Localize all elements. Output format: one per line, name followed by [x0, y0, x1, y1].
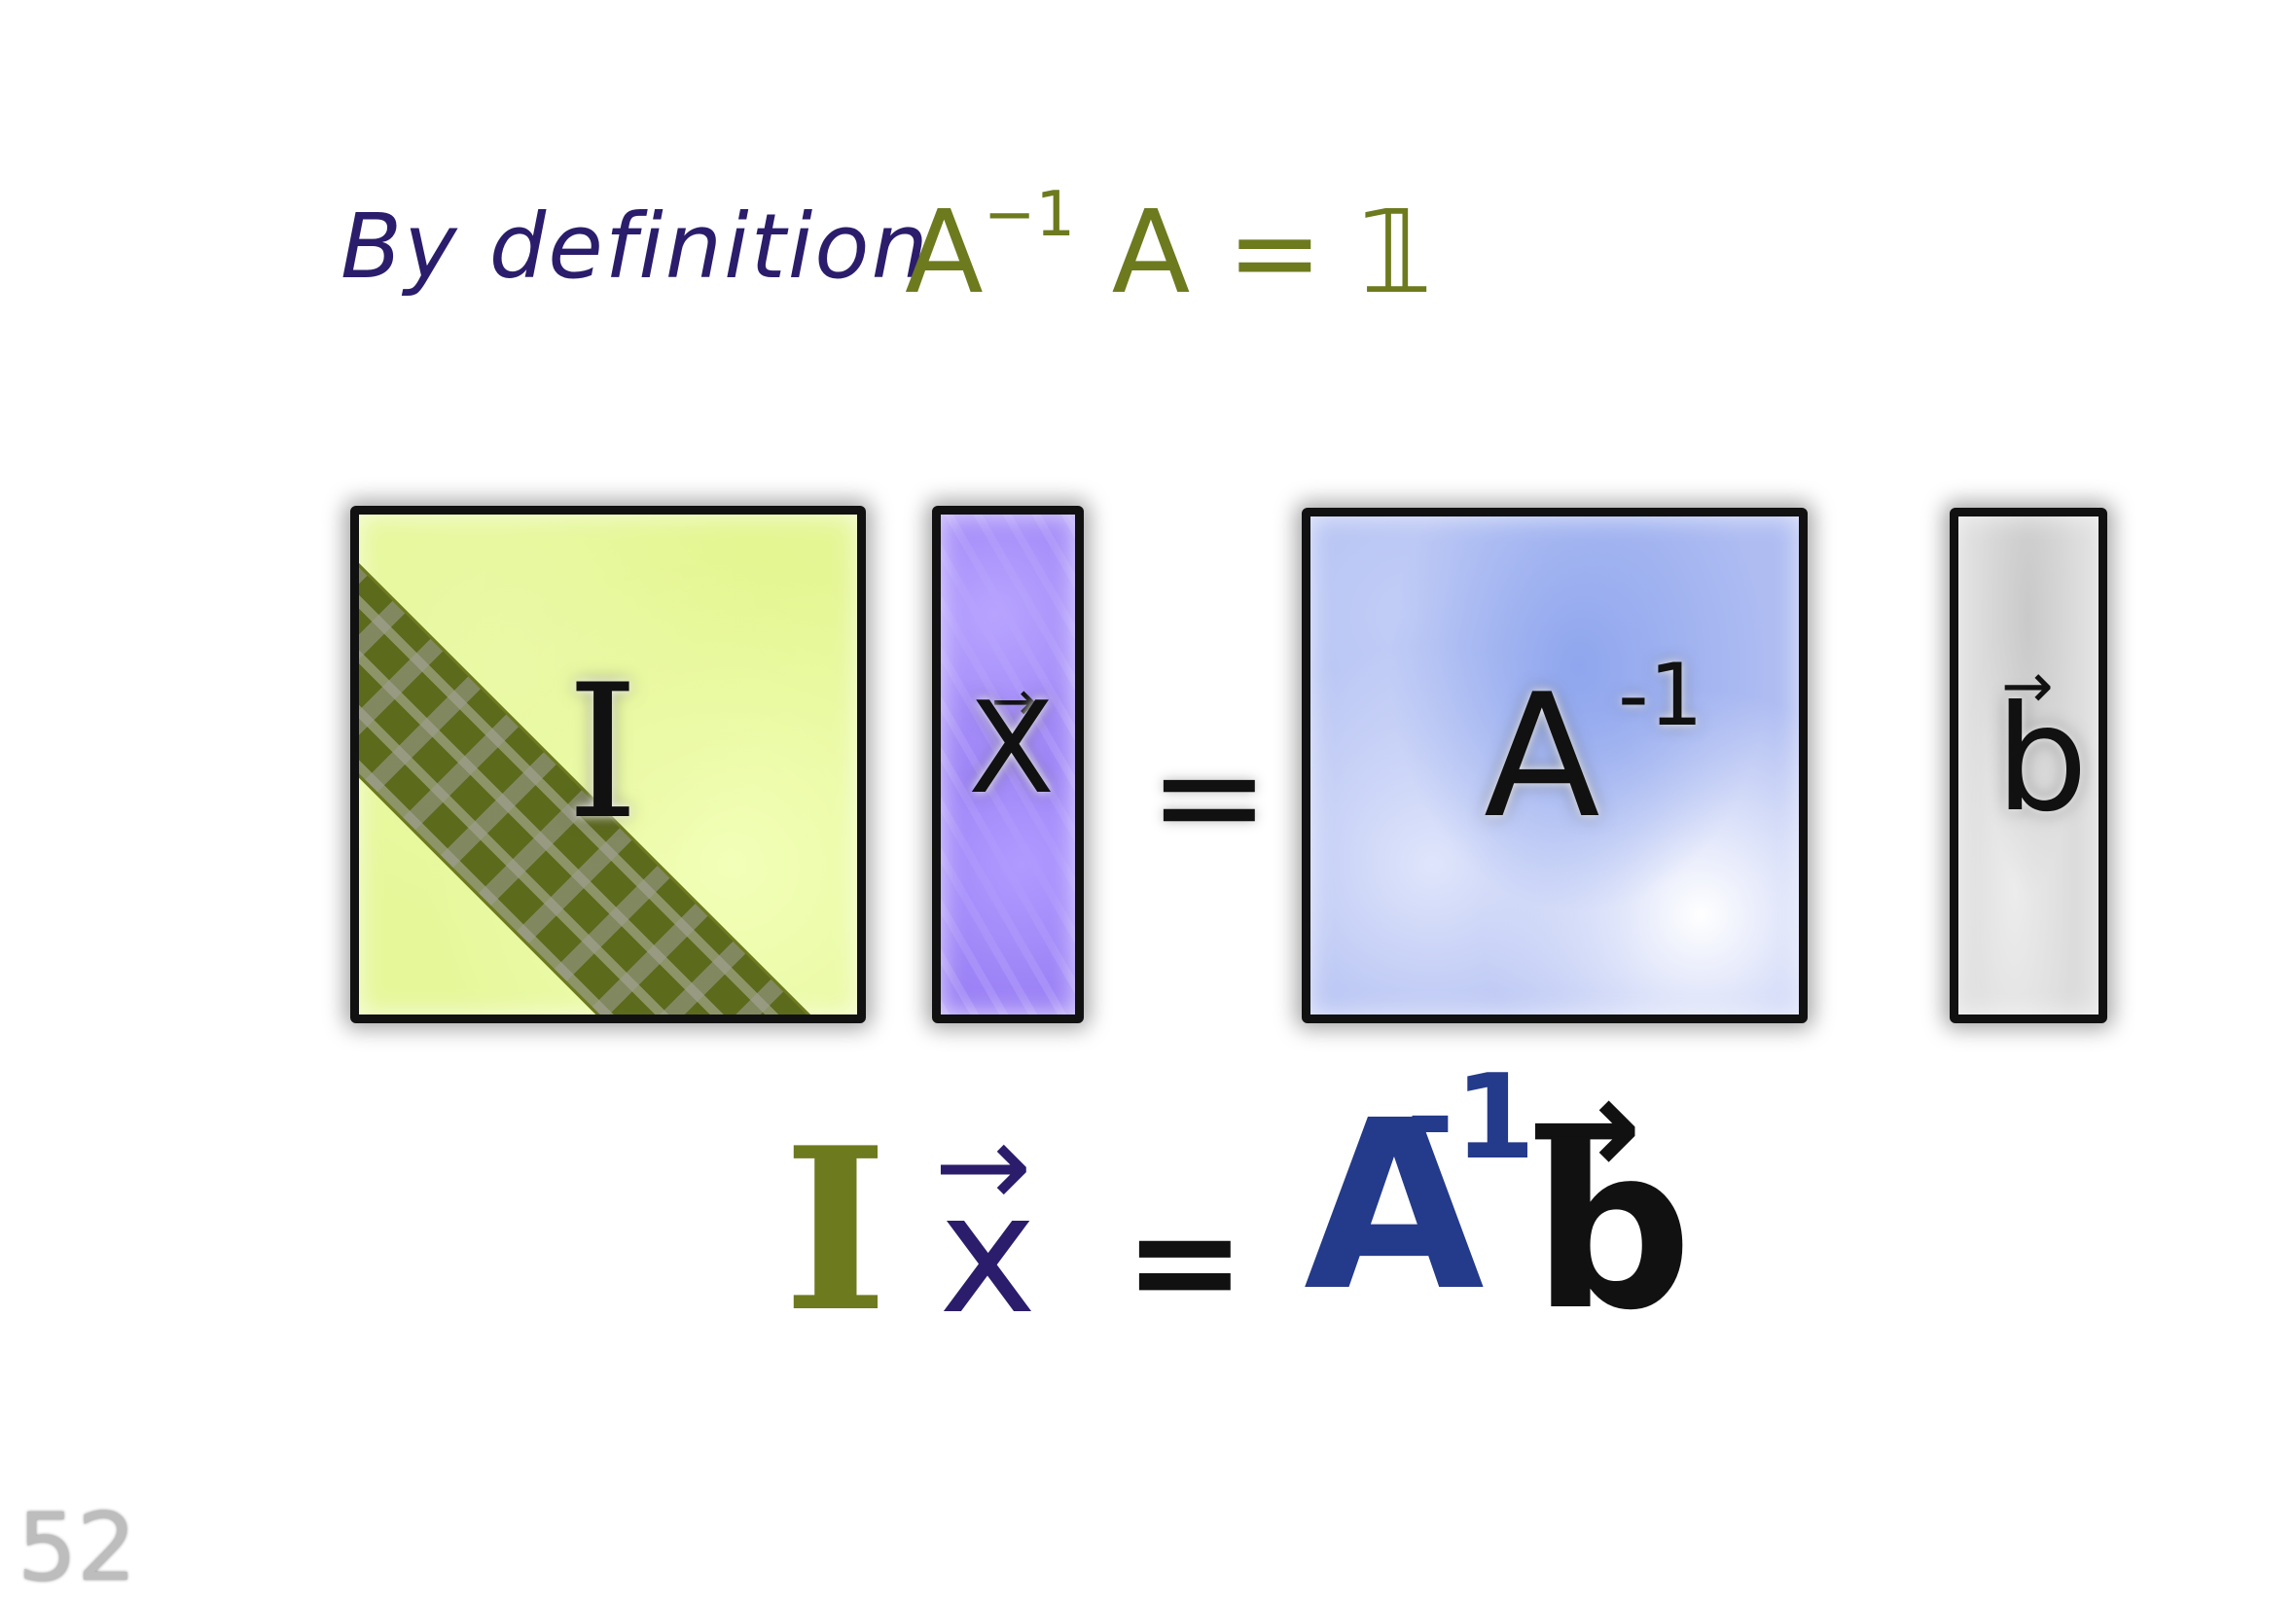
- result-b-arrow-icon: →: [1527, 1049, 1642, 1207]
- inverse-superscript: -1: [1618, 645, 1704, 745]
- definition-equation-sup: −1: [983, 178, 1076, 251]
- result-x-arrow-icon: →: [934, 1099, 1032, 1234]
- result-b: b: [1532, 1100, 1693, 1360]
- inverse-symbol: A: [1484, 659, 1600, 856]
- result-x: x: [939, 1158, 1037, 1351]
- result-inverse-superscript: -1: [1406, 1050, 1536, 1186]
- definition-equation-lhs: A: [905, 185, 984, 319]
- vector-x-matrix: → X: [932, 506, 1084, 1023]
- vector-b-arrow-icon: →: [2001, 651, 2054, 723]
- vector-x-symbol: X: [968, 674, 1056, 822]
- result-inverse: A: [1304, 1070, 1485, 1342]
- page-number: 52: [18, 1493, 137, 1602]
- definition-equation: A−1 A = 𝟙: [905, 179, 1433, 319]
- inverse-matrix: A -1: [1302, 508, 1808, 1023]
- definition-equation-rhs: A = 𝟙: [1111, 185, 1433, 319]
- definition-label: By definition: [341, 195, 930, 299]
- vector-b-symbol: b: [1995, 675, 2089, 844]
- result-identity: I: [783, 1099, 888, 1362]
- matrix-equals-sign: =: [1148, 712, 1271, 881]
- vector-x-arrow-icon: →: [991, 670, 1037, 733]
- identity-matrix: I: [350, 506, 866, 1023]
- result-equals-sign: =: [1124, 1177, 1246, 1346]
- vector-b-matrix: → b: [1950, 508, 2107, 1023]
- identity-symbol: I: [566, 645, 640, 860]
